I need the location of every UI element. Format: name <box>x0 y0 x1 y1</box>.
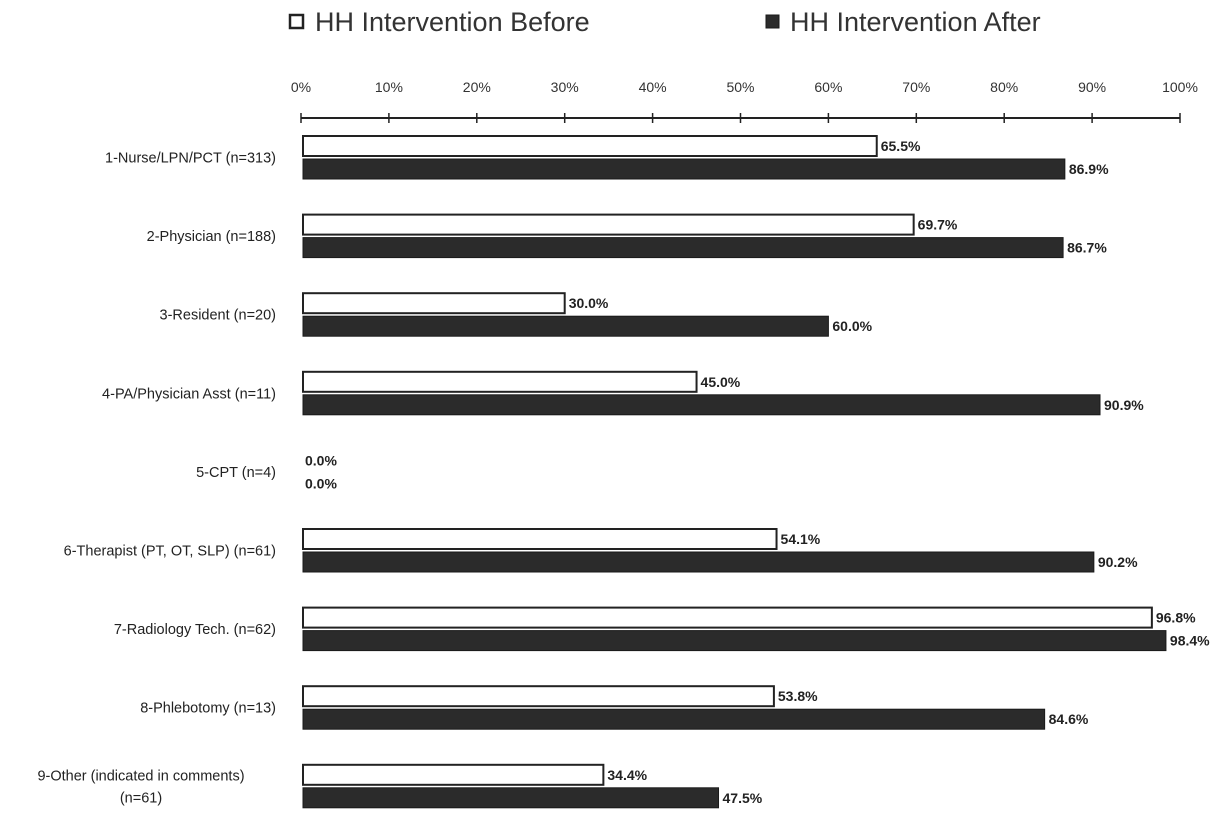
value-label-before: 54.1% <box>781 531 821 547</box>
value-label-before: 65.5% <box>881 138 921 154</box>
bar-after <box>302 708 1046 730</box>
legend-label-after: HH Intervention After <box>790 7 1041 37</box>
category-label: (n=61) <box>120 790 162 806</box>
category-label: 8-Phlebotomy (n=13) <box>140 701 276 717</box>
x-tick-label: 0% <box>291 79 311 95</box>
value-label-after: 90.2% <box>1098 554 1138 570</box>
bar-after <box>302 237 1064 259</box>
value-label-before: 34.4% <box>607 767 647 783</box>
category-label: 5-CPT (n=4) <box>196 465 276 481</box>
bar-before <box>302 370 698 393</box>
bar-after <box>302 630 1167 652</box>
value-label-after: 86.7% <box>1067 240 1107 256</box>
bar-before <box>302 135 878 157</box>
value-label-after: 47.5% <box>723 790 763 806</box>
value-label-after: 86.9% <box>1069 161 1109 177</box>
category-labels: 1-Nurse/LPN/PCT (n=313) 2-Physician (n=18… <box>37 151 276 807</box>
value-label-after: 0.0% <box>305 475 337 491</box>
category-label: 1-Nurse/LPN/PCT (n=313) <box>105 151 276 167</box>
x-tick-label: 90% <box>1078 79 1106 95</box>
bar-after <box>302 394 1101 416</box>
legend: HH Intervention Before HH Intervention A… <box>288 7 1041 37</box>
category-label: 4-PA/Physician Asst (n=11) <box>102 386 276 402</box>
x-tick-label: 70% <box>902 79 930 95</box>
x-axis: 0% 10% 20% 30% 40% 50% 60% 70% 80% 90% 100% <box>291 79 1198 123</box>
value-label-before: 53.8% <box>778 688 818 704</box>
value-label-before: 0.0% <box>305 452 337 468</box>
category-label: 6-Therapist (PT, OT, SLP) (n=61) <box>64 544 276 560</box>
value-label-before: 45.0% <box>701 374 741 390</box>
bar-before <box>302 292 566 315</box>
bar-before <box>302 213 915 236</box>
bar-before <box>302 528 778 550</box>
category-label: 2-Physician (n=188) <box>147 229 276 245</box>
bar-before <box>302 606 1153 629</box>
x-tick-label: 100% <box>1162 79 1198 95</box>
value-label-after: 90.9% <box>1104 397 1144 413</box>
x-tick-label: 30% <box>551 79 579 95</box>
value-label-before: 69.7% <box>918 217 958 233</box>
value-label-after: 60.0% <box>832 318 872 334</box>
bar-after <box>302 158 1066 180</box>
bar-after <box>302 315 829 337</box>
legend-swatch-before <box>288 13 305 30</box>
x-tick-label: 60% <box>814 79 842 95</box>
x-tick-label: 20% <box>463 79 491 95</box>
bar-before <box>302 763 605 786</box>
bar-after <box>302 551 1095 573</box>
x-tick-label: 10% <box>375 79 403 95</box>
value-label-after: 98.4% <box>1170 633 1210 649</box>
bar-before <box>302 685 775 708</box>
category-label: 3-Resident (n=20) <box>160 308 276 324</box>
x-tick-label: 40% <box>639 79 667 95</box>
bar-after <box>302 787 720 809</box>
x-tick-label: 80% <box>990 79 1018 95</box>
bars <box>302 135 1167 809</box>
value-labels: 65.5% 69.7% 30.0% 45.0% 0.0% 54.1% 96.8% 53.8% 3… <box>305 138 1210 806</box>
value-label-before: 30.0% <box>569 295 609 311</box>
value-label-before: 96.8% <box>1156 610 1196 626</box>
legend-label-before: HH Intervention Before <box>315 7 590 37</box>
category-label: 9-Other (indicated in comments) <box>37 768 244 784</box>
category-label: 7-Radiology Tech. (n=62) <box>114 622 276 638</box>
value-label-after: 84.6% <box>1049 711 1089 727</box>
x-tick-label: 50% <box>726 79 754 95</box>
legend-swatch-after <box>765 14 780 29</box>
